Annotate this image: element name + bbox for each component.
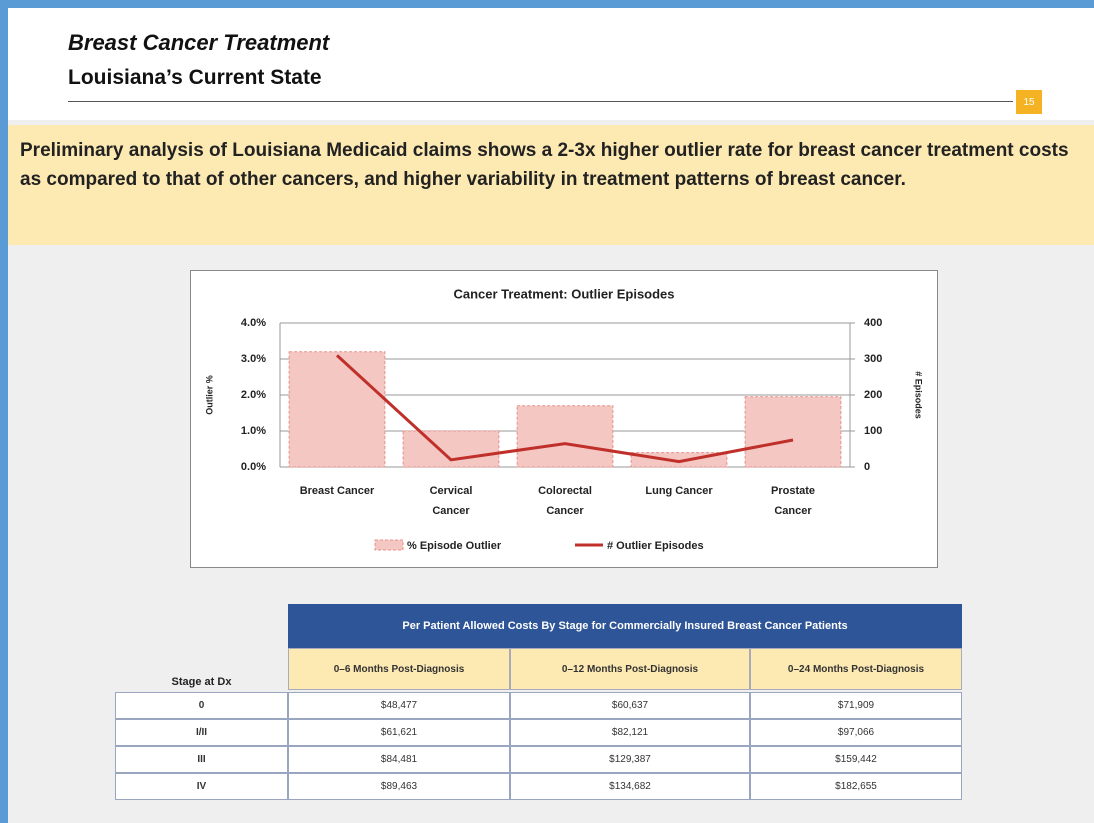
cost-cell: $159,442 [750,746,962,773]
x-tick-label: Prostate Cancer [770,485,816,517]
y-tick-label: 0.0% [241,461,266,473]
cost-cell: $84,481 [288,746,510,773]
stage-cell: I/II [115,719,288,746]
x-tick-label: Cervical Cancer [429,485,473,517]
header-area [8,8,1094,120]
line-series [335,354,794,464]
y2-axis-label: # Episodes [914,371,924,419]
y-tick-label: 4.0% [241,317,266,329]
stage-header: Stage at Dx [171,676,232,688]
chart-title: Cancer Treatment: Outlier Episodes [453,286,674,301]
y2-tick-label: 200 [864,389,882,401]
bar [288,351,386,468]
y2-tick-label: 300 [864,353,882,365]
y2-tick-label: 0 [864,461,870,473]
x-tick-wrap: Cervical Cancer [429,485,473,517]
x-tick-wrap: Prostate Cancer [770,485,816,517]
y-axis-label: Outlier % [204,375,214,415]
y-tick-label: 1.0% [241,425,266,437]
legend-label: % Episode Outlier [407,540,502,552]
cost-cell: $60,637 [510,692,750,719]
bar [744,396,842,468]
x-tick-wrap: Lung Cancer [645,485,713,497]
cost-cell: $97,066 [750,719,962,746]
callout-band [8,125,1094,245]
page-number: 15 [1016,90,1042,114]
slide-title: Breast Cancer Treatment [68,30,330,55]
bar [402,430,500,468]
cost-cell: $71,909 [750,692,962,719]
bar [516,405,614,468]
cost-cell: $61,621 [288,719,510,746]
column-header: 0–12 Months Post-Diagnosis [510,648,750,690]
cost-cell: $82,121 [510,719,750,746]
x-tick-label: Lung Cancer [645,485,713,497]
x-tick-wrap: Breast Cancer [299,485,375,497]
y-tick-label: 2.0% [241,389,266,401]
cost-cell: $182,655 [750,773,962,800]
cost-cell: $89,463 [288,773,510,800]
y-tick-label: 3.0% [241,353,266,365]
column-header: 0–6 Months Post-Diagnosis [288,648,510,690]
chart: Cancer Treatment: Outlier Episodes 0.0% 1… [190,270,938,568]
stage-cell: III [115,746,288,773]
cost-cell: $134,682 [510,773,750,800]
x-tick-label: Breast Cancer [299,485,375,497]
stage-cell: 0 [115,692,288,719]
legend-label: # Outlier Episodes [607,540,704,552]
callout-text: Preliminary analysis of Louisiana Medica… [20,140,1069,190]
stage-cell: IV [115,773,288,800]
y2-tick-label: 400 [864,317,882,329]
legend-swatch [374,539,404,551]
x-tick-wrap: Colorectal Cancer [538,485,592,517]
cost-cell: $129,387 [510,746,750,773]
table-title: Per Patient Allowed Costs By Stage for C… [288,604,962,648]
slide-subtitle: Louisiana’s Current State [68,66,322,89]
cost-cell: $48,477 [288,692,510,719]
column-header: 0–24 Months Post-Diagnosis [750,648,962,690]
header-rule [68,101,1013,102]
x-tick-label: Colorectal Cancer [538,485,592,517]
y2-tick-label: 100 [864,425,882,437]
